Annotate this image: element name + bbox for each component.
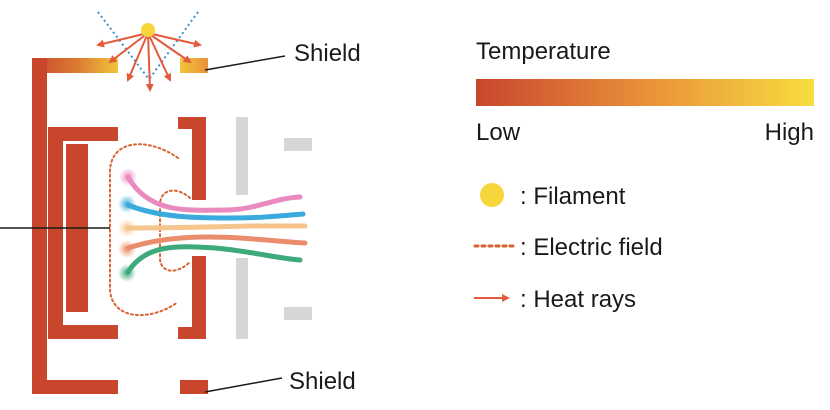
legend-filament: : Filament [520,183,626,210]
shield-left-wall [32,58,47,394]
grid-plate-lower [236,258,248,339]
ion-beam-blue [125,202,306,221]
extraction-grids [236,117,312,339]
shield-bottom-right [180,380,208,394]
heat-ray-2 [108,32,149,64]
electrode-lower-foot [178,327,206,339]
leader-shield-bottom [204,377,283,393]
grid-block-lower [284,307,312,320]
legend-low: Low [476,119,521,146]
shield-top-left [32,58,118,73]
chamber-top-lip [48,127,118,141]
heat-ray-1 [96,32,149,48]
ion-sources [118,168,137,282]
ion-dot-blue [118,195,136,213]
ion-beam-green [125,244,303,275]
legend-high: High [765,119,814,146]
temperature-gradient-bar [476,79,814,106]
legend-electric-field: : Electric field [520,234,663,261]
shield-bottom-left [32,380,118,394]
heat-ray-3 [126,32,149,82]
legend: Temperature Low High : Filament : Electr… [473,38,814,313]
leader-shield-top [204,55,286,71]
shield [32,58,208,394]
ion-beam-pink [125,174,303,213]
shield-top-right [180,58,208,73]
heat-ray-6 [147,32,192,64]
filament-dotted-line-right [149,11,199,79]
ion-beam-orange [125,234,308,251]
filament-dotted-line-left [97,11,149,79]
label-shield-bottom: Shield [289,368,356,395]
grid-block-upper [284,138,312,151]
ion-dot-yellow [118,219,136,237]
chamber-left-wall [48,127,63,339]
top-filament [141,23,155,37]
chamber-bottom-lip [48,325,118,339]
legend-heat-rays: : Heat rays [520,286,636,313]
ion-dot-pink [119,168,137,186]
label-shield-top: Shield [294,40,361,67]
electrode-lower-vertical [192,256,206,339]
electrode-upper-foot [178,117,206,129]
top-filament-group [96,11,202,92]
heat-ray-7 [147,32,202,48]
legend-temperature-title: Temperature [476,38,611,65]
filament-swatch [480,183,504,207]
ion-beams [125,174,308,275]
ion-dot-green [118,264,136,282]
grid-plate-upper [236,117,248,195]
ion-beam-yellow [125,223,308,231]
heat-ray-4 [145,32,154,92]
electrode-upper-vertical [192,117,206,200]
ion-dot-orange [118,240,136,258]
electric-field-lines [109,143,191,317]
electric-field-inner [159,189,191,272]
heat-ray-5 [147,32,172,82]
electric-field-outer [109,143,179,317]
